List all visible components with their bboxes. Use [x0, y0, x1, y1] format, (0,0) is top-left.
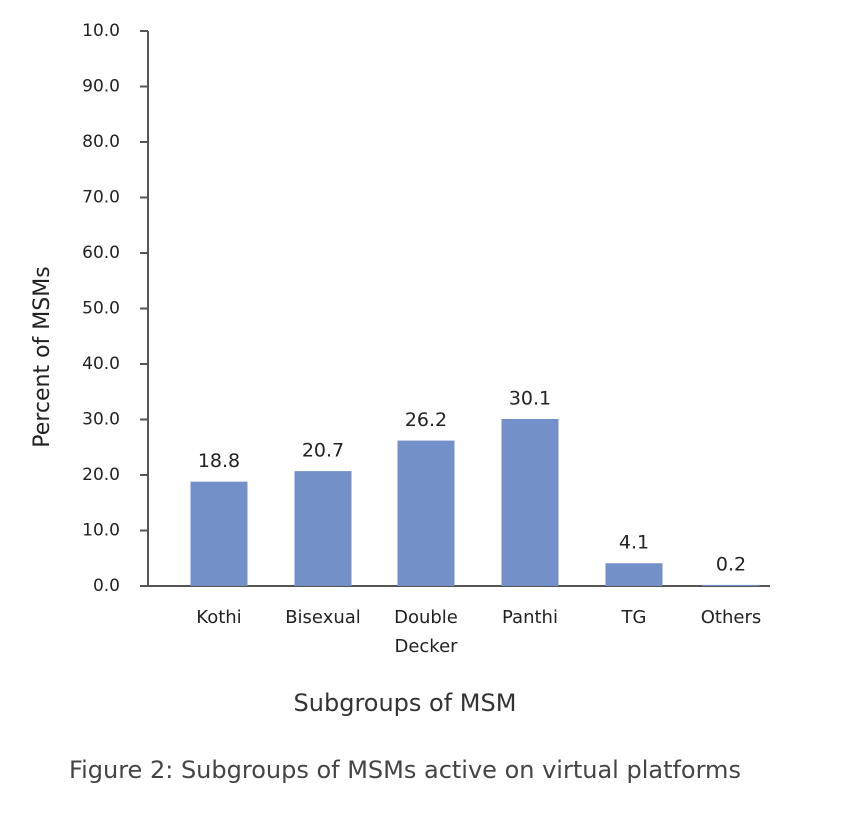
value-label: 20.7	[302, 440, 344, 462]
value-label: 30.1	[509, 387, 551, 409]
bar	[190, 481, 248, 586]
y-tick-label: 40.0	[82, 354, 120, 374]
bar	[605, 563, 663, 586]
value-label: 18.8	[198, 450, 240, 472]
y-tick-label: 60.0	[82, 243, 120, 263]
x-axis-title: Subgroups of MSM	[294, 689, 517, 717]
y-tick-label: 50.0	[82, 299, 120, 319]
y-axis-title: Percent of MSMs	[30, 266, 55, 447]
y-tick-label: 90.0	[82, 77, 120, 97]
caption: Figure 2: Subgroups of MSMs active on vi…	[69, 756, 741, 784]
x-tick-label: Panthi	[502, 607, 558, 628]
bar	[294, 471, 352, 586]
y-tick-label: 10.0	[82, 521, 120, 541]
y-tick-label: 80.0	[82, 132, 120, 152]
value-label: 26.2	[405, 409, 447, 431]
y-tick-label: 70.0	[82, 188, 120, 208]
bar	[397, 440, 455, 586]
bar	[501, 418, 559, 586]
bar	[702, 584, 760, 586]
x-tick-label: Others	[700, 607, 762, 628]
value-label: 4.1	[619, 532, 649, 554]
x-tick-label: TG	[621, 607, 647, 628]
x-tick-label: Bisexual	[285, 607, 361, 628]
x-tick-label: Kothi	[196, 607, 242, 628]
x-tick-label: Double Decker	[394, 607, 458, 657]
y-tick-label: 0.0	[93, 576, 120, 596]
y-tick-label: 20.0	[82, 465, 120, 485]
value-label: 0.2	[716, 553, 746, 575]
y-tick-label: 30.0	[82, 410, 120, 430]
y-tick-label: 10.0	[82, 21, 120, 41]
